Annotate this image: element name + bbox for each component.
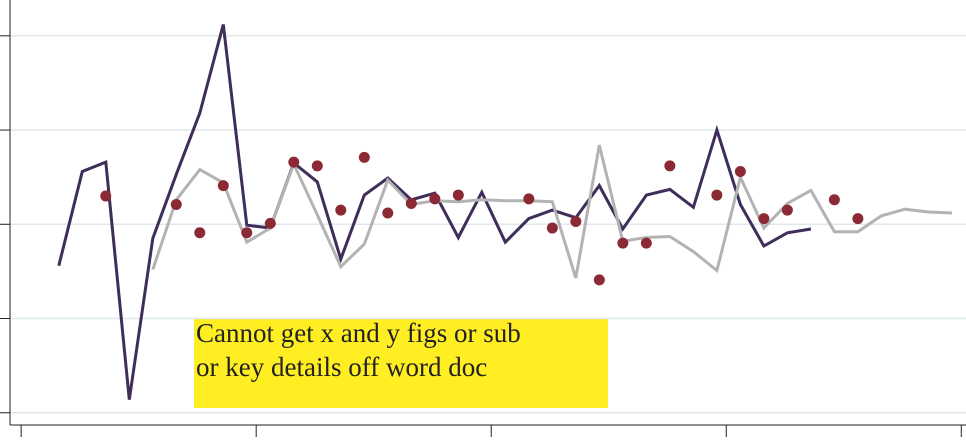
line — [151, 144, 952, 279]
annotation-text: Cannot get x and y figs or sub — [196, 318, 521, 348]
point — [405, 198, 417, 210]
point — [852, 213, 864, 225]
point — [288, 156, 300, 168]
point — [335, 204, 347, 216]
point — [241, 227, 253, 239]
point — [664, 160, 676, 172]
point — [640, 237, 652, 249]
line — [57, 24, 812, 400]
point — [758, 213, 770, 225]
point — [593, 274, 605, 286]
point — [217, 180, 229, 192]
point — [264, 217, 276, 229]
point — [523, 193, 535, 205]
point — [781, 204, 793, 216]
point — [546, 222, 558, 234]
point — [311, 160, 323, 172]
point — [170, 198, 182, 210]
point — [452, 189, 464, 201]
point — [194, 227, 206, 239]
annotation-box — [194, 318, 608, 408]
point — [570, 215, 582, 227]
point — [711, 189, 723, 201]
point — [429, 193, 441, 205]
point — [382, 207, 394, 219]
point — [828, 194, 840, 206]
annotation-text: or key details off word doc — [196, 352, 487, 382]
point — [358, 151, 370, 163]
point — [734, 166, 746, 178]
point — [100, 190, 112, 202]
point — [617, 237, 629, 249]
